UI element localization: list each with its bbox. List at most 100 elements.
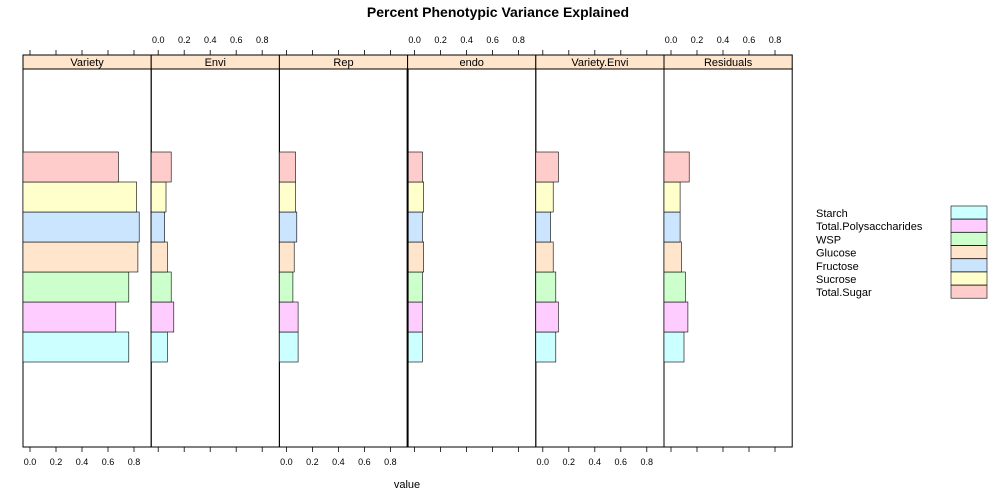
panels-group: Variety 0.0 0.2 0.4 0.6 0.8 Envi 0.0 0.2 0.4 0.6 0.… (22, 35, 793, 467)
tick-label: 0.4 (204, 35, 217, 45)
tick-label: 0.8 (256, 35, 269, 45)
tick-label: 0.0 (537, 457, 550, 467)
tick-label: 0.4 (76, 457, 89, 467)
strip-label: Variety.Envi (571, 57, 628, 69)
bar-glucose (407, 241, 425, 273)
bar-total-sugar (407, 151, 423, 183)
legend-label: Total.Polysaccharides (816, 221, 923, 233)
x-axis-label: value (394, 479, 420, 491)
tick-label: 0.0 (24, 457, 37, 467)
legend-label: Fructose (816, 261, 859, 273)
bar-starch (279, 331, 299, 363)
bar-starch (407, 331, 423, 363)
bar-glucose (535, 241, 554, 273)
tick-label: 0.0 (152, 35, 165, 45)
bar-starch (663, 331, 685, 363)
legend-label: WSP (816, 234, 841, 246)
strip-label: Rep (333, 57, 353, 69)
legend-label: Glucose (816, 248, 856, 260)
tick-label: 0.8 (128, 457, 141, 467)
legend-swatch (950, 258, 988, 273)
strip-label: endo (459, 57, 483, 69)
bar-fructose (279, 211, 298, 243)
tick-label: 0.2 (178, 35, 191, 45)
panel-frame (150, 68, 280, 448)
tick-label: 0.2 (563, 457, 576, 467)
bar-sucrose (407, 181, 425, 213)
legend-swatch (950, 232, 988, 246)
tick-label: 0.6 (102, 457, 115, 467)
strip-label: Residuals (704, 57, 753, 69)
bar-total-polysaccharides (150, 301, 175, 333)
bar-wsp (279, 271, 294, 303)
tick-label: 0.4 (460, 35, 473, 45)
bar-total-polysaccharides (407, 301, 423, 333)
bar-starch (535, 331, 557, 363)
bar-glucose (150, 241, 168, 273)
bar-total-sugar (663, 151, 690, 183)
panel-frame (278, 68, 409, 448)
bar-starch (22, 331, 130, 363)
legend-swatch (950, 205, 988, 220)
tick-label: 0.2 (50, 457, 63, 467)
bar-fructose (407, 211, 423, 243)
bar-fructose (535, 211, 551, 243)
tick-label: 0.0 (665, 35, 678, 45)
legend-swatch (950, 284, 988, 299)
bar-wsp (150, 271, 172, 303)
bar-glucose (279, 241, 295, 273)
tick-label: 0.6 (230, 35, 243, 45)
panel-endo: endo 0.0 0.2 0.4 0.6 0.8 (407, 35, 537, 452)
panel-frame (535, 68, 665, 448)
legend-swatch (950, 271, 988, 286)
legend-label: Starch (816, 208, 848, 220)
bar-wsp (535, 271, 557, 303)
tick-label: 0.6 (615, 457, 628, 467)
bar-wsp (22, 271, 130, 303)
panel-envi: Envi 0.0 0.2 0.4 0.6 0.8 (150, 35, 280, 452)
bar-total-polysaccharides (663, 301, 689, 333)
tick-label: 0.8 (641, 457, 654, 467)
tick-label: 0.4 (717, 35, 730, 45)
panel-residuals: Residuals 0.0 0.2 0.4 0.6 0.8 (663, 35, 793, 452)
strip-label: Variety (70, 57, 104, 69)
tick-label: 0.0 (408, 35, 421, 45)
bar-sucrose (663, 181, 681, 213)
tick-label: 0.4 (589, 457, 602, 467)
panel-rep: Rep 0.0 0.2 0.4 0.6 0.8 (278, 50, 409, 467)
panel-frame (407, 68, 537, 448)
bar-wsp (407, 271, 423, 303)
bar-fructose (22, 211, 140, 243)
bar-total-sugar (22, 151, 119, 183)
tick-label: 0.2 (691, 35, 704, 45)
tick-label: 0.8 (512, 35, 525, 45)
bar-total-polysaccharides (535, 301, 559, 333)
tick-label: 0.0 (280, 457, 293, 467)
tick-label: 0.6 (358, 457, 371, 467)
bar-fructose (663, 211, 681, 243)
tick-label: 0.8 (769, 35, 782, 45)
tick-label: 0.6 (486, 35, 499, 45)
chart-title: Percent Phenotypic Variance Explained (367, 4, 629, 20)
bar-total-sugar (150, 151, 172, 183)
panel-variety-envi: Variety.Envi 0.0 0.2 0.4 0.6 0.8 (535, 50, 665, 467)
bar-total-polysaccharides (22, 301, 117, 333)
legend-swatch (950, 218, 988, 233)
bar-total-sugar (535, 151, 559, 183)
bar-glucose (22, 241, 139, 273)
bar-total-sugar (279, 151, 296, 183)
legend-swatch (950, 245, 988, 259)
tick-label: 0.2 (434, 35, 447, 45)
tick-label: 0.2 (306, 457, 319, 467)
bar-fructose (150, 211, 165, 243)
tick-label: 0.4 (332, 457, 345, 467)
bar-starch (150, 331, 168, 363)
bar-wsp (663, 271, 686, 303)
strip-label: Envi (205, 57, 226, 69)
legend-label: Sucrose (816, 274, 856, 286)
bar-sucrose (150, 181, 167, 213)
bar-sucrose (535, 181, 554, 213)
tick-label: 0.8 (384, 457, 397, 467)
